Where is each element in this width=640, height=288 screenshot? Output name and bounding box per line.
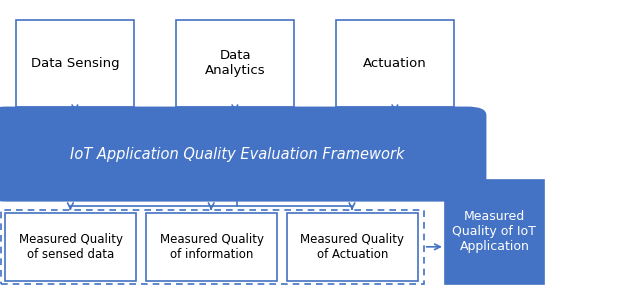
- FancyBboxPatch shape: [176, 20, 294, 107]
- Text: Measured Quality
of sensed data: Measured Quality of sensed data: [19, 233, 123, 261]
- Text: IoT Application Quality Evaluation Framework: IoT Application Quality Evaluation Frame…: [70, 147, 404, 162]
- FancyBboxPatch shape: [445, 180, 544, 284]
- Text: Data Sensing: Data Sensing: [31, 57, 120, 70]
- Text: Measured Quality
of Actuation: Measured Quality of Actuation: [300, 233, 404, 261]
- Text: Measured
Quality of IoT
Application: Measured Quality of IoT Application: [452, 210, 536, 253]
- FancyBboxPatch shape: [16, 20, 134, 107]
- FancyBboxPatch shape: [0, 107, 486, 202]
- FancyBboxPatch shape: [146, 213, 277, 281]
- FancyBboxPatch shape: [336, 20, 454, 107]
- FancyBboxPatch shape: [287, 213, 418, 281]
- Text: Actuation: Actuation: [364, 57, 427, 70]
- Text: Measured Quality
of information: Measured Quality of information: [159, 233, 264, 261]
- Text: Data
Analytics: Data Analytics: [205, 49, 266, 77]
- FancyBboxPatch shape: [5, 213, 136, 281]
